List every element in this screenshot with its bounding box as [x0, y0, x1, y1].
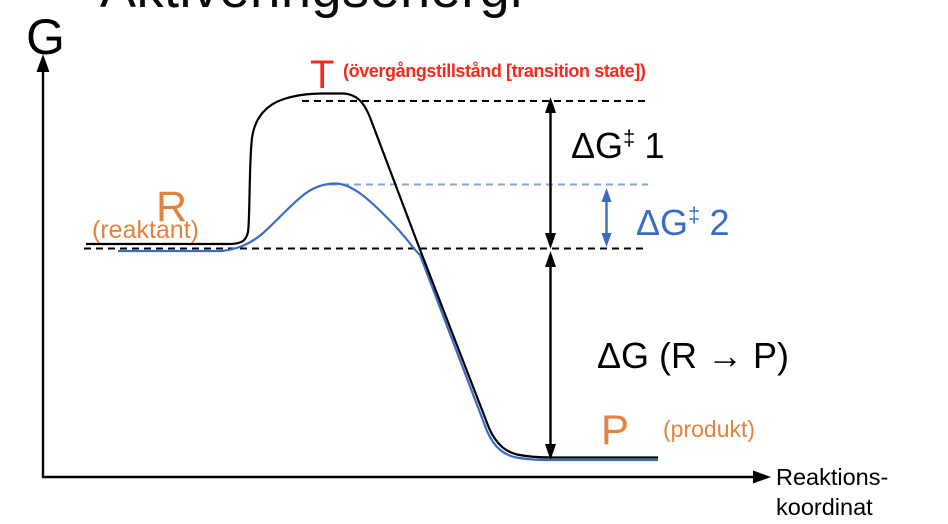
x-axis [42, 470, 771, 484]
dg2-label: ΔG‡ 2 [636, 204, 729, 241]
dg1-base: ΔG [571, 125, 624, 166]
product-note: (produkt) [663, 416, 756, 442]
dg1-arrow [545, 97, 556, 249]
dg2-arrow [601, 188, 612, 247]
dg1-label: ΔG‡ 1 [571, 127, 664, 164]
product-symbol: P [601, 406, 630, 453]
x-axis-arrowhead-icon [753, 470, 771, 484]
y-axis-label: G [26, 9, 65, 65]
slide-title: Aktiveringsenergi [100, 0, 523, 16]
dg1-index: 1 [644, 125, 665, 166]
transition-state-symbol: T [310, 53, 335, 97]
curve-uncatalyzed [86, 92, 658, 459]
reaction-energy-label: ΔG (R → P) [597, 335, 790, 376]
dg2-doubledagger: ‡ [688, 202, 701, 227]
dg2-base: ΔG [636, 202, 689, 243]
x-axis-label: Reaktions- koordinat [776, 462, 916, 522]
x-axis-label-line1: Reaktions- [776, 464, 889, 490]
reactant-note: (reaktant) [92, 216, 199, 244]
transition-state-note: (övergångstillstånd [transition state]) [343, 61, 646, 81]
y-axis-arrowhead-icon [36, 54, 50, 72]
dg1-doubledagger: ‡ [623, 125, 636, 150]
curve-catalyzed [118, 182, 658, 462]
reactant-symbol: R [156, 183, 188, 231]
x-axis-label-line2: koordinat [776, 494, 873, 520]
dg-rp-arrow [545, 251, 556, 460]
y-axis [36, 54, 50, 478]
dg2-index: 2 [709, 202, 730, 243]
